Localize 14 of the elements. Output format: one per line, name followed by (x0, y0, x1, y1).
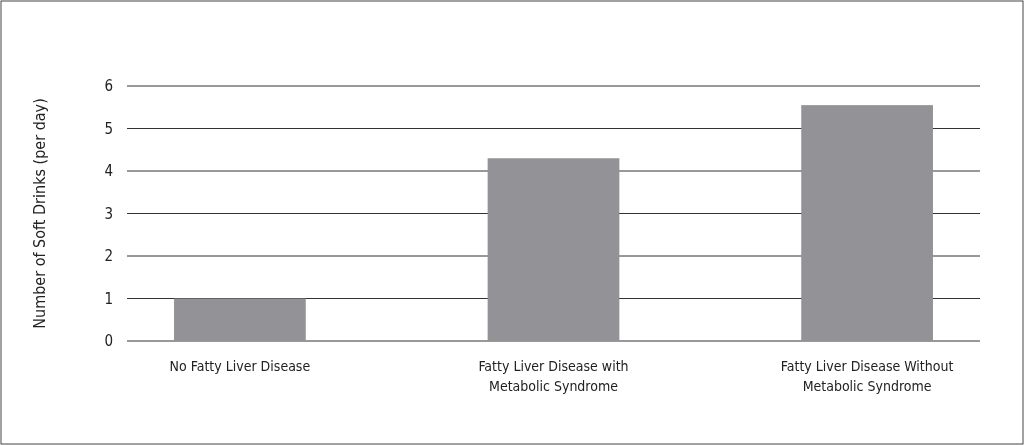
y-tick-label: 0 (104, 332, 113, 351)
y-tick-label: 2 (104, 247, 113, 266)
bar (801, 105, 933, 341)
y-tick-label: 5 (104, 119, 113, 138)
x-tick-label: No Fatty Liver Disease (169, 358, 311, 374)
y-tick-label: 1 (104, 289, 113, 308)
x-tick-label: Fatty Liver Disease with Metabolic Syndrome (478, 358, 629, 394)
y-tick-label: 3 (104, 204, 113, 223)
y-axis-title: Number of Soft Drinks (per day) (30, 98, 49, 329)
y-tick-label: 4 (104, 162, 113, 181)
bar (487, 158, 620, 341)
y-tick-label: 6 (104, 77, 113, 96)
bar (174, 298, 306, 341)
x-tick-label: Fatty Liver Disease Without Metabolic Syndrome (780, 358, 954, 394)
